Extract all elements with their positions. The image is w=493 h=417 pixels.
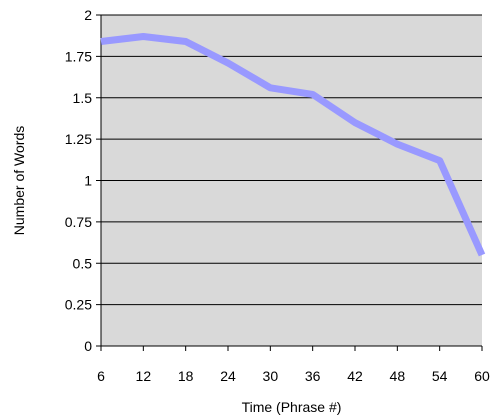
y-tick-label: 1 bbox=[84, 173, 92, 189]
series bbox=[100, 33, 486, 257]
x-tick-label: 42 bbox=[347, 368, 363, 384]
axes bbox=[96, 15, 482, 351]
x-tick-label: 36 bbox=[305, 368, 321, 384]
y-tick-label: 0.25 bbox=[65, 297, 92, 313]
y-tick-label: 1.75 bbox=[65, 48, 92, 64]
x-tick-label: 48 bbox=[390, 368, 406, 384]
x-tick-label: 12 bbox=[136, 368, 152, 384]
x-tick-label: 6 bbox=[97, 368, 105, 384]
y-tick-label: 1.5 bbox=[73, 90, 93, 106]
series-line bbox=[100, 33, 486, 257]
x-axis-title: Time (Phrase #) bbox=[242, 399, 342, 415]
x-tick-label: 30 bbox=[263, 368, 279, 384]
y-tick-label: 0 bbox=[84, 338, 92, 354]
y-tick-label: 2 bbox=[84, 7, 92, 23]
y-tick-label: 0.75 bbox=[65, 214, 92, 230]
x-tick-label: 24 bbox=[220, 368, 236, 384]
x-tick-label: 60 bbox=[474, 368, 490, 384]
x-tick-label: 18 bbox=[178, 368, 194, 384]
x-tick-label: 54 bbox=[432, 368, 448, 384]
x-axis-ticks: 6 12 18 24 30 36 42 48 54 60 bbox=[97, 346, 490, 384]
y-tick-label: 0.5 bbox=[73, 255, 93, 271]
y-tick-label: 1.25 bbox=[65, 131, 92, 147]
y-axis-ticks: 0 0.25 0.5 0.75 1 1.25 1.5 1.75 2 bbox=[65, 7, 101, 354]
y-axis-title: Number of Words bbox=[11, 126, 27, 235]
